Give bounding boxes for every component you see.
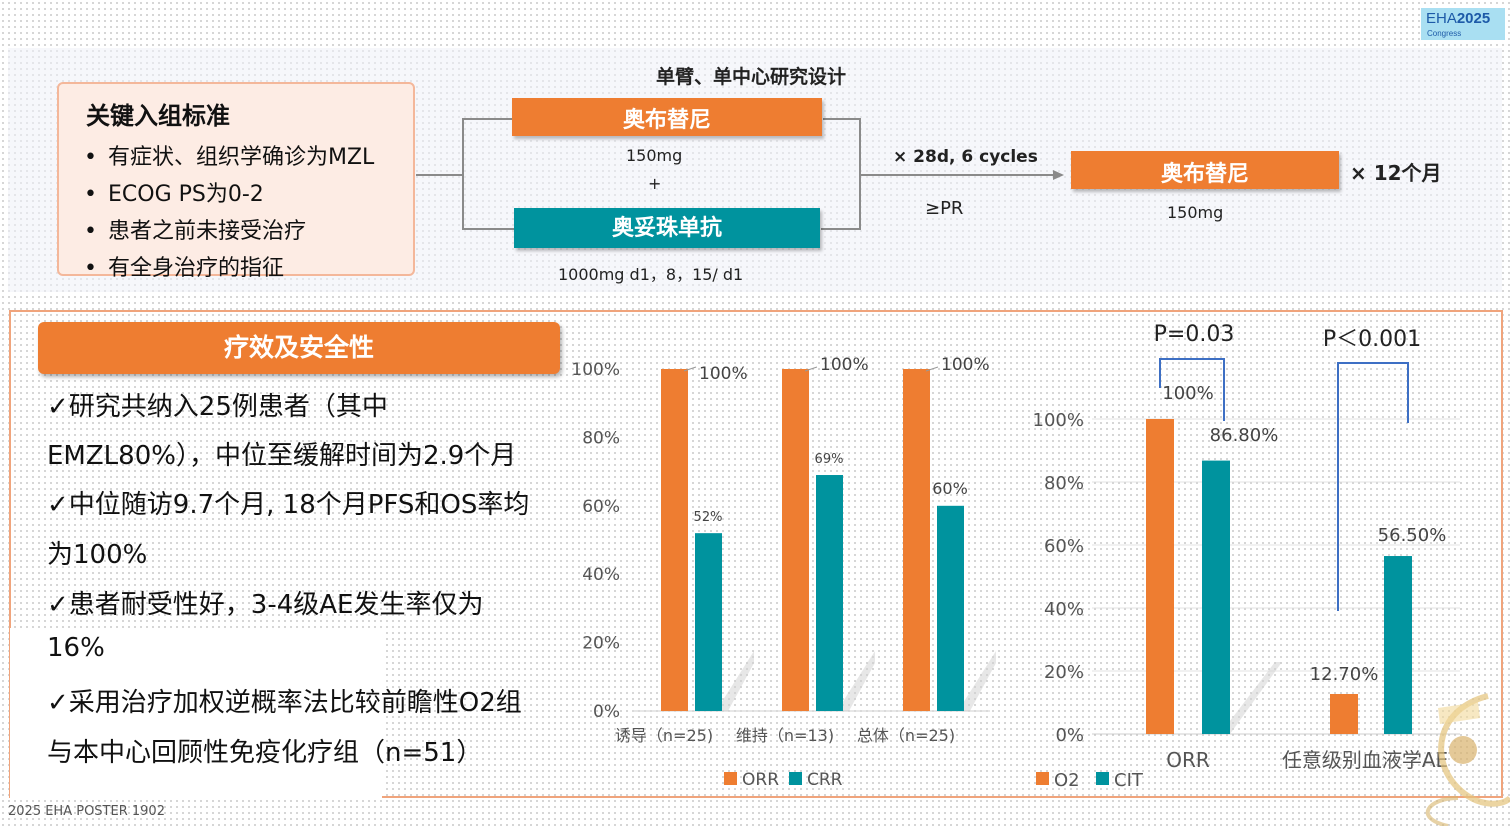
- logo-text: EHA2025: [1426, 10, 1491, 27]
- bar-shadow: [958, 651, 996, 711]
- bar-o2: [1330, 693, 1358, 734]
- eha-logo: EHA2025 Congress: [1421, 8, 1505, 40]
- criteria-item: • ECOG PS为0-2: [84, 182, 264, 207]
- drug1-box: 奥布替尼: [512, 98, 822, 136]
- criteria-item: • 有全身治疗的指征: [84, 256, 285, 281]
- y-tick-label: 40%: [582, 565, 620, 585]
- legend-label-o2: O2: [1054, 770, 1080, 791]
- y-tick-label: 0%: [1055, 725, 1084, 746]
- decorative-swirl-icon: [1425, 693, 1510, 826]
- label-leader: [925, 366, 939, 372]
- x-tick-label: ORR: [1166, 748, 1210, 772]
- y-tick-label: 0%: [593, 702, 620, 722]
- drug2-box: 奥妥珠单抗: [514, 208, 820, 248]
- bar-crr: [816, 475, 843, 711]
- significance-bracket: [1159, 358, 1225, 421]
- y-tick-label: 80%: [582, 428, 620, 448]
- drug1-dose: 150mg: [626, 146, 683, 165]
- y-tick-label: 40%: [1044, 599, 1084, 620]
- y-tick-label: 20%: [1044, 662, 1084, 683]
- comparison-chart: 0% 20% 40% 60% 80% 100% 100% 86.80% ORR 12.70% 56.…: [1033, 322, 1460, 791]
- efficacy-line: ✓中位随访9.7个月, 18个月PFS和OS率均: [47, 490, 530, 520]
- bullet-icon: •: [84, 182, 97, 207]
- text-backdrop: [10, 628, 382, 798]
- maintenance-drug-box: 奥布替尼: [1071, 151, 1339, 189]
- efficacy-line: ✓研究共纳入25例患者（其中: [47, 392, 388, 422]
- p-value-label: P＜0.001: [1323, 327, 1421, 352]
- legend-swatch-crr: [789, 772, 802, 785]
- bar-label-crr: 69%: [815, 452, 844, 467]
- label-leader: [804, 366, 818, 372]
- y-tick-label: 100%: [571, 360, 620, 380]
- efficacy-line: 16%: [47, 633, 105, 663]
- criteria-item: • 患者之前未接受治疗: [84, 219, 307, 244]
- bar-label-o2: 100%: [1162, 383, 1213, 404]
- x-tick-label: 诱导（n=25): [615, 726, 713, 745]
- efficacy-line: EMZL80%），中位至缓解时间为2.9个月: [47, 441, 517, 471]
- bar-cit: [1384, 556, 1412, 734]
- response-chart: 0% 20% 40% 60% 80% 100% 100% 52% 诱导（n=25) 100% 69%…: [571, 355, 996, 790]
- bar-orr: [661, 369, 688, 711]
- legend-swatch-cit: [1096, 772, 1109, 785]
- y-tick-label: 80%: [1044, 473, 1084, 494]
- bar-orr: [903, 369, 930, 711]
- bar-cit: [1202, 460, 1230, 734]
- y-tick-label: 60%: [582, 497, 620, 517]
- bullet-icon: •: [84, 219, 97, 244]
- bullet-icon: •: [84, 145, 97, 170]
- bar-label-o2: 12.70%: [1310, 664, 1379, 685]
- y-tick-label: 100%: [1033, 410, 1084, 431]
- bar-label-cit: 86.80%: [1210, 425, 1279, 446]
- maintenance-dose: 150mg: [1167, 203, 1224, 222]
- bar-shadow: [1220, 662, 1282, 734]
- criteria-box: [57, 82, 415, 276]
- bar-shadow: [837, 651, 875, 711]
- bar-label-cit: 56.50%: [1378, 525, 1447, 546]
- efficacy-banner: 疗效及安全性: [38, 322, 560, 374]
- legend-label-crr: CRR: [807, 770, 843, 790]
- x-tick-label: 总体（n=25): [857, 726, 955, 745]
- efficacy-line: ✓患者耐受性好，3-4级AE发生率仅为: [47, 590, 484, 620]
- arrow-right-icon: [1053, 170, 1064, 180]
- design-connectors: [416, 118, 1064, 230]
- bar-label-orr: 100%: [941, 355, 990, 375]
- bar-label-orr: 100%: [699, 364, 748, 384]
- plus-sign: +: [648, 174, 662, 193]
- bar-label-orr: 100%: [820, 355, 869, 375]
- efficacy-line: 为100%: [47, 540, 148, 570]
- logo-subtext: Congress: [1427, 29, 1462, 38]
- bullet-icon: •: [84, 256, 97, 281]
- footer-text: 2025 EHA POSTER 1902: [8, 804, 165, 819]
- y-tick-label: 20%: [582, 634, 620, 654]
- legend-swatch-orr: [724, 772, 737, 785]
- efficacy-section-frame: [9, 310, 1503, 798]
- efficacy-line: ✓采用治疗加权逆概率法比较前瞻性O2组: [47, 688, 522, 718]
- legend-swatch-o2: [1036, 772, 1049, 785]
- bar-shadow: [716, 651, 754, 711]
- significance-bracket: [1337, 362, 1409, 611]
- p-value-label: P=0.03: [1154, 322, 1235, 347]
- x-tick-label: 任意级别血液学AE: [1282, 748, 1448, 772]
- bar-o2: [1146, 419, 1174, 734]
- bar-label-crr: 52%: [694, 510, 723, 525]
- maintenance-duration: × 12个月: [1350, 161, 1442, 185]
- response-condition: ≥PR: [925, 198, 964, 219]
- drug2-dose: 1000mg d1，8，15/ d1: [558, 265, 744, 284]
- bar-orr: [782, 369, 809, 711]
- legend-label-orr: ORR: [742, 770, 779, 790]
- efficacy-line: 与本中心回顾性免疫化疗组（n=51）: [47, 738, 483, 768]
- bar-crr: [695, 533, 722, 711]
- x-tick-label: 维持（n=13): [736, 726, 834, 745]
- y-tick-label: 60%: [1044, 536, 1084, 557]
- cycles-label: × 28d, 6 cycles: [893, 147, 1038, 167]
- criteria-title: 关键入组标准: [86, 102, 230, 130]
- criteria-item: • 有症状、组织学确诊为MZL: [84, 145, 375, 170]
- design-title: 单臂、单中心研究设计: [656, 66, 847, 88]
- bar-crr: [937, 505, 964, 711]
- bar-label-crr: 60%: [932, 479, 968, 498]
- label-leader: [683, 366, 697, 372]
- legend-label-cit: CIT: [1114, 770, 1144, 791]
